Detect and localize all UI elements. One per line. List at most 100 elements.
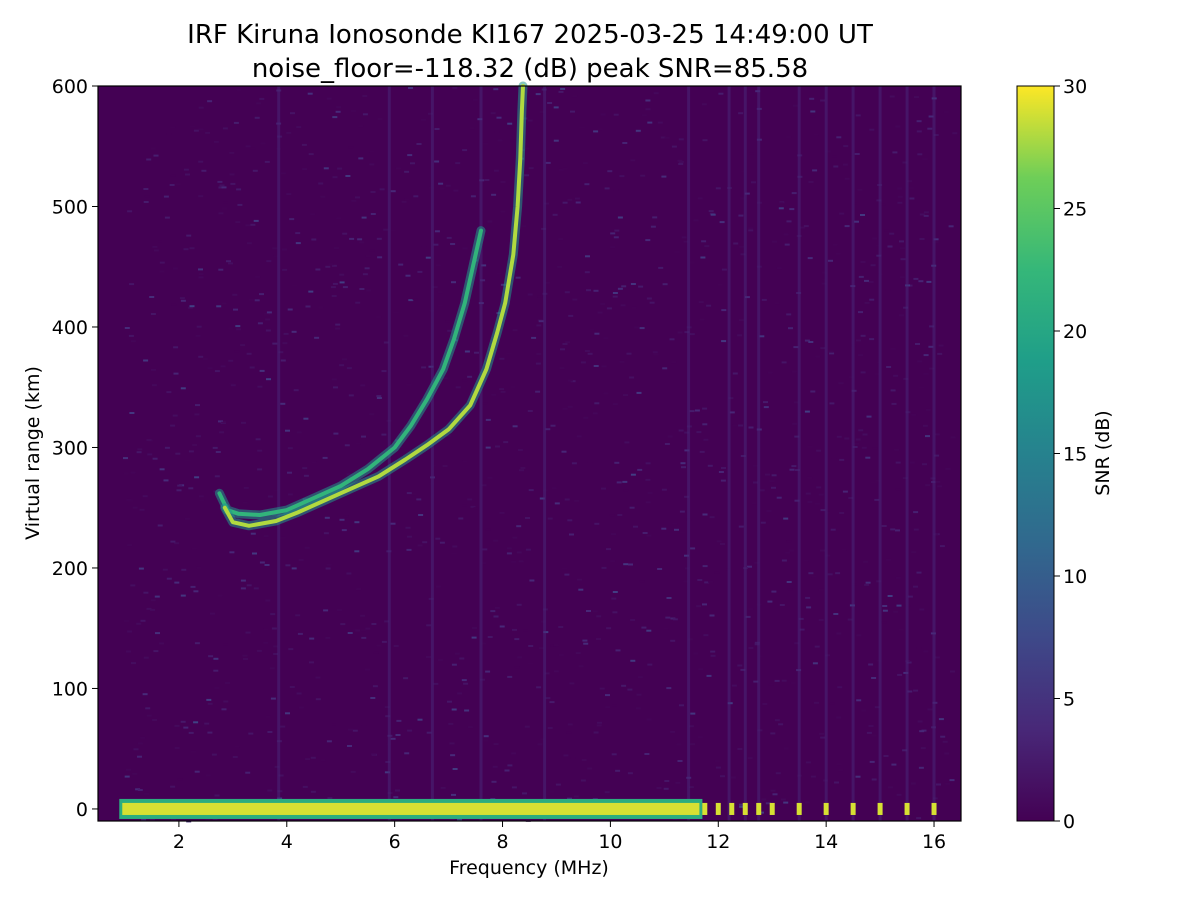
noise-speck [528,167,534,170]
noise-speck [836,632,842,635]
noise-speck [630,283,636,285]
noise-speck [652,216,658,219]
noise-speck [622,480,628,483]
noise-speck [311,461,317,464]
noise-speck [917,720,923,723]
noise-speck [463,682,469,685]
noise-speck [844,437,850,440]
noise-speck [349,237,355,240]
noise-speck [205,774,211,777]
noise-speck [923,214,929,217]
noise-speck [934,454,940,457]
noise-speck [820,736,826,739]
noise-speck [694,409,700,412]
noise-speck [146,607,152,610]
noise-speck [390,522,396,525]
noise-speck [587,352,593,355]
noise-speck [803,559,809,562]
noise-speck [902,477,908,480]
noise-speck [616,481,622,484]
noise-speck [245,631,251,634]
noise-speck [816,486,822,489]
noise-speck [146,714,152,717]
noise-speck [421,118,426,121]
noise-speck [233,308,238,311]
noise-speck [925,484,931,487]
noise-speck [737,748,743,750]
noise-speck [180,594,186,597]
noise-speck [346,473,352,476]
noise-speck [864,301,870,304]
noise-speck [377,256,383,259]
noise-speck [934,656,940,659]
x-tick-label: 6 [389,831,401,853]
noise-speck [709,614,715,617]
noise-speck [892,151,898,154]
noise-speck [516,525,522,528]
noise-speck [207,731,213,734]
noise-speck [249,366,255,369]
noise-speck [214,794,220,797]
noise-speck [369,413,375,416]
noise-speck [280,725,286,728]
noise-speck [296,126,302,129]
noise-speck [481,562,486,565]
noise-speck [537,743,543,746]
noise-speck [881,525,887,527]
noise-speck [369,163,375,166]
noise-speck [792,422,798,425]
noise-speck [869,128,875,131]
noise-speck [738,319,744,322]
noise-speck [512,536,518,539]
noise-speck [774,302,780,305]
noise-speck [416,143,422,145]
noise-speck [339,518,345,521]
noise-speck [600,113,606,116]
noise-speck [641,114,647,117]
noise-speck [586,610,591,612]
noise-speck [799,628,805,631]
noise-speck [907,180,912,183]
noise-speck [666,597,672,599]
noise-speck [558,626,564,628]
noise-speck [536,324,542,327]
noise-speck [480,642,486,645]
noise-speck [318,182,324,185]
noise-speck [675,781,681,784]
noise-speck [767,371,773,374]
noise-speck [605,706,611,709]
noise-speck [461,679,467,682]
noise-speck [171,818,176,821]
noise-speck [452,86,458,89]
noise-speck [373,651,379,654]
noise-speck [549,701,555,704]
echo-traces [214,81,528,531]
noise-speck [459,657,465,660]
noise-speck [572,95,578,98]
noise-speck [129,412,135,414]
noise-speck [166,391,172,394]
noise-speck [362,273,368,276]
noise-speck [677,159,683,162]
noise-speck [228,359,234,362]
colorbar-tick-label: 0 [1063,811,1075,833]
noise-speck [855,775,861,778]
noise-speck [814,645,820,648]
noise-speck [493,615,499,618]
noise-speck [574,499,580,502]
noise-speck [614,229,620,232]
noise-speck [601,365,607,368]
noise-speck [269,667,275,670]
noise-speck [464,350,470,353]
noise-speck [856,634,862,637]
noise-speck [190,125,195,128]
noise-speck [342,232,348,235]
noise-speck [174,581,180,584]
noise-speck [240,587,246,590]
noise-speck [138,567,144,570]
noise-speck [236,88,242,91]
echo-trace [222,84,525,528]
noise-speck [751,502,757,505]
colorbar-gradient [1016,85,1055,822]
noise-speck [827,573,833,576]
